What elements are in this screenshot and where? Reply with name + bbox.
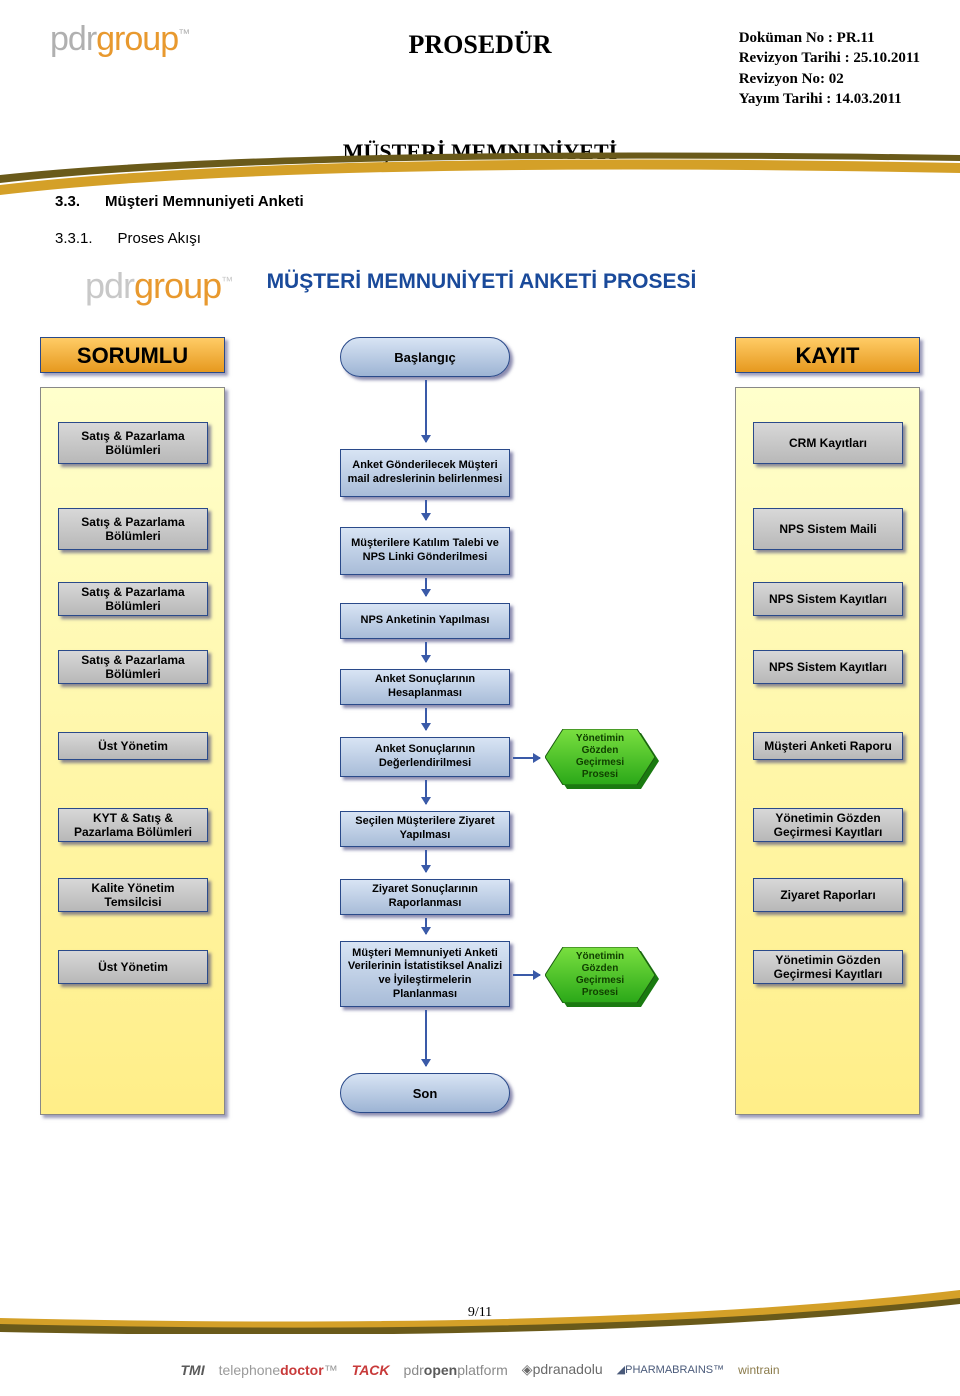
arrow-down-8 [425, 1010, 427, 1066]
process-step-5: Seçilen Müşterilere Ziyaret Yapılması [340, 811, 510, 847]
kayit-box-1: NPS Sistem Maili [753, 508, 903, 550]
process-step-2: NPS Anketinin Yapılması [340, 603, 510, 639]
footer-logos: TMI telephonedoctor™ TACK pdropenplatfor… [0, 1361, 960, 1378]
footer-pdropenplatform: pdropenplatform [404, 1362, 508, 1378]
arrow-down-7 [425, 918, 427, 934]
arrow-down-4 [425, 708, 427, 730]
meta-revizyon-no: Revizyon No: 02 [739, 69, 920, 89]
logo-part2: group [96, 20, 178, 58]
arrow-down-2 [425, 578, 427, 596]
arrow-down-3 [425, 642, 427, 662]
arrow-down-0 [425, 380, 427, 442]
logo-part1: pdr [50, 20, 96, 58]
kayit-box-0: CRM Kayıtları [753, 422, 903, 464]
logo-tm: ™ [178, 27, 189, 41]
arrow-down-1 [425, 500, 427, 520]
heading-3-3: 3.3. Müşteri Memnuniyeti Anketi [55, 193, 960, 210]
sorumlu-box-2: Satış & Pazarlama Bölümleri [58, 582, 208, 616]
kayit-box-4: Müşteri Anketi Raporu [753, 732, 903, 760]
meta-dokuman-no: Doküman No : PR.11 [739, 28, 920, 48]
kayit-box-5: Yönetimin Gözden Geçirmesi Kayıtları [753, 808, 903, 842]
hex-decision-1: Yönetimin Gözden Geçirmesi Prosesi [545, 947, 655, 1003]
process-step-6: Ziyaret Sonuçlarının Raporlanması [340, 879, 510, 915]
footer-telephonedoctor: telephonedoctor™ [219, 1362, 338, 1378]
column-header-kayit: KAYIT [735, 337, 920, 373]
meta-revizyon-tarihi: Revizyon Tarihi : 25.10.2011 [739, 48, 920, 68]
document-meta: Doküman No : PR.11 Revizyon Tarihi : 25.… [739, 28, 920, 109]
heading-num: 3.3. [55, 193, 80, 210]
arrow-down-5 [425, 780, 427, 804]
meta-yayim-tarihi: Yayım Tarihi : 14.03.2011 [739, 89, 920, 109]
kayit-box-2: NPS Sistem Kayıtları [753, 582, 903, 616]
column-panel-kayit: CRM Kayıtları NPS Sistem Maili NPS Sistem … [735, 387, 920, 1115]
heading-num: 3.3.1. [55, 230, 93, 247]
document-title: PROSEDÜR [408, 30, 551, 60]
flowchart: SORUMLUKAYITSatış & Pazarlama BölümleriS… [40, 337, 920, 1157]
sorumlu-box-6: Kalite Yönetim Temsilcisi [58, 878, 208, 912]
footer-tack: TACK [352, 1362, 390, 1378]
sorumlu-box-4: Üst Yönetim [58, 732, 208, 760]
kayit-box-3: NPS Sistem Kayıtları [753, 650, 903, 684]
process-step-3: Anket Sonuçlarının Hesaplanması [340, 669, 510, 705]
arrow-right-0 [513, 757, 540, 759]
kayit-box-7: Yönetimin Gözden Geçirmesi Kayıtları [753, 950, 903, 984]
logo-mid: pdrgroup™ [85, 265, 232, 307]
hex-decision-0: Yönetimin Gözden Geçirmesi Prosesi [545, 729, 655, 785]
sorumlu-box-5: KYT & Satış & Pazarlama Bölümleri [58, 808, 208, 842]
column-header-sorumlu: SORUMLU [40, 337, 225, 373]
arrow-down-6 [425, 850, 427, 872]
terminator-start: Başlangıç [340, 337, 510, 377]
heading-3-3-1: 3.3.1. Proses Akışı [55, 230, 960, 247]
process-step-0: Anket Gönderilecek Müşteri mail adresler… [340, 449, 510, 497]
section-title: MÜŞTERİ MEMNUNİYETİ [0, 139, 960, 165]
footer-pharmabrains: ◢PHARMABRAINS™ [617, 1363, 725, 1376]
footer-wintrain: wintrain [738, 1363, 779, 1377]
sorumlu-box-7: Üst Yönetim [58, 950, 208, 984]
kayit-box-6: Ziyaret Raporları [753, 878, 903, 912]
process-step-4: Anket Sonuçlarının Değerlendirilmesi [340, 737, 510, 777]
sorumlu-box-0: Satış & Pazarlama Bölümleri [58, 422, 208, 464]
sorumlu-box-1: Satış & Pazarlama Bölümleri [58, 508, 208, 550]
process-step-7: Müşteri Memnuniyeti Anketi Verilerinin İ… [340, 941, 510, 1007]
process-step-1: Müşterilere Katılım Talebi ve NPS Linki … [340, 527, 510, 575]
heading-text: Proses Akışı [118, 230, 201, 247]
heading-text: Müşteri Memnuniyeti Anketi [105, 193, 304, 210]
page-number: 9/11 [468, 1305, 492, 1321]
terminator-end: Son [340, 1073, 510, 1113]
footer-tmi: TMI [181, 1362, 205, 1378]
column-panel-sorumlu: Satış & Pazarlama Bölümleri Satış & Pazar… [40, 387, 225, 1115]
process-title: MÜŞTERİ MEMNUNİYETİ ANKETİ PROSESİ [267, 270, 697, 294]
sorumlu-box-3: Satış & Pazarlama Bölümleri [58, 650, 208, 684]
arrow-right-1 [513, 974, 540, 976]
footer-pdranadolu: ◈pdranadolu [522, 1361, 603, 1378]
